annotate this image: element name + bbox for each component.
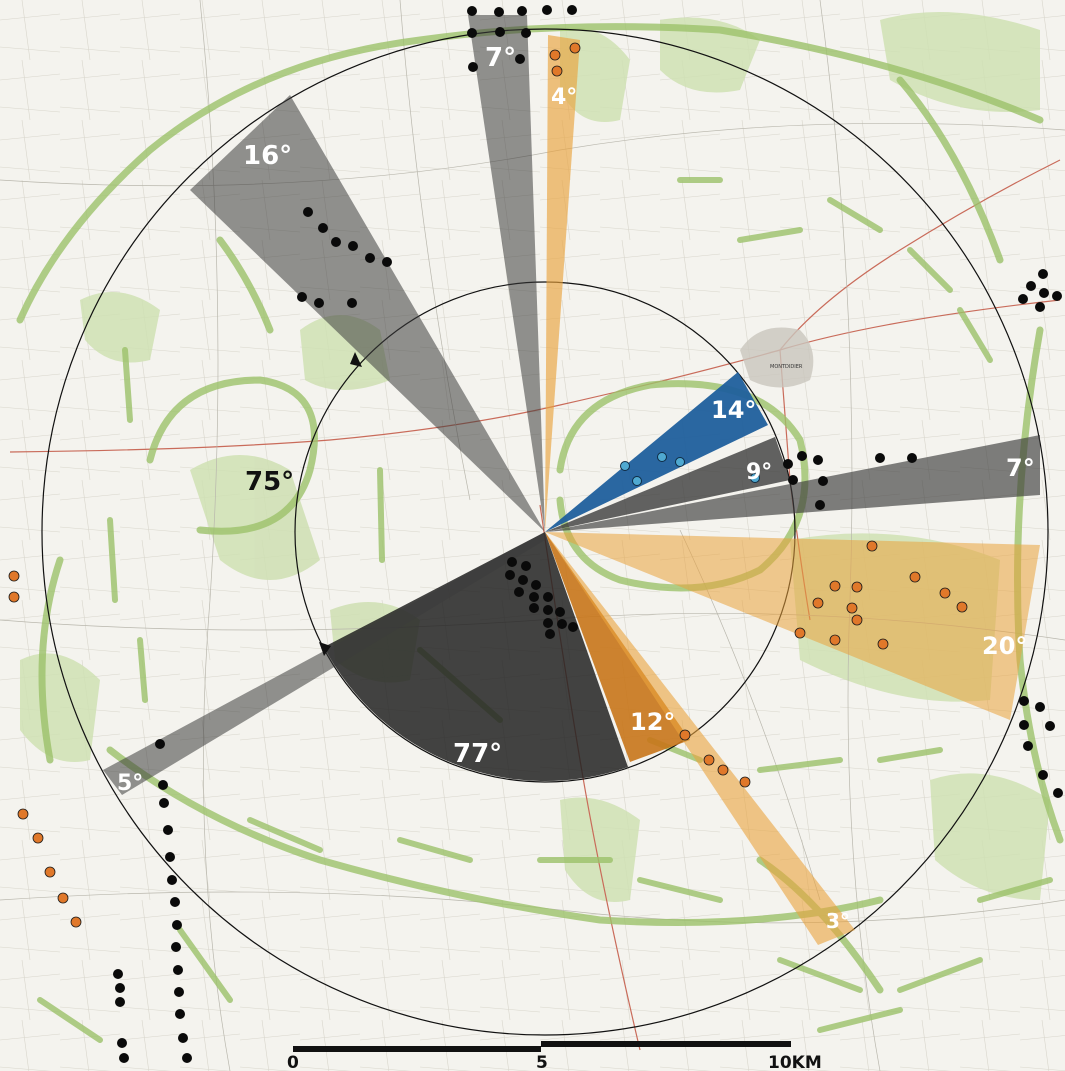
sector-orange-12: [545, 532, 690, 762]
label-angle-75: 75°: [245, 467, 294, 497]
label-blue-14: 14°: [711, 396, 756, 424]
sector-blue-14: [545, 372, 768, 532]
scale-bar-segment-2: [541, 1041, 791, 1047]
black-dots: [113, 5, 1063, 1063]
sector-grey-7-north: [468, 15, 545, 532]
label-grey-7-north: 7°: [485, 43, 516, 73]
town-montdidier: MONTDIDIER: [740, 327, 814, 388]
scale-label-10km: 10KM: [768, 1053, 822, 1071]
scale-bar-segment-1: [293, 1046, 541, 1052]
scale-label-5: 5: [536, 1053, 548, 1071]
label-grey-16: 16°: [243, 141, 292, 171]
sector-grey-16: [190, 95, 545, 532]
label-grey-5: 5°: [117, 771, 143, 796]
sector-orange-3: [545, 532, 855, 945]
sector-grey-5: [103, 532, 545, 795]
orange-dots: [8, 42, 968, 928]
label-grey-7-east: 7°: [1006, 454, 1035, 482]
range-circles: [41, 28, 1049, 1036]
label-orange-4: 4°: [551, 85, 577, 110]
label-grey-9: 9°: [746, 460, 772, 485]
scale-bar: 0 5 10KM: [287, 1041, 822, 1071]
town-label: MONTDIDIER: [770, 364, 803, 370]
sector-labels: 7° 4° 16° 14° 9° 7° 20° 12° 3° 77° 5° 75…: [117, 43, 1035, 933]
outer-range-circle: [41, 28, 1049, 1036]
label-orange-20: 20°: [982, 632, 1027, 660]
inner-range-circle: [294, 281, 796, 783]
sectors: [103, 15, 1040, 945]
label-grey-77: 77°: [453, 739, 502, 769]
label-orange-3: 3°: [826, 909, 850, 933]
angle-arrow-75: [319, 352, 362, 656]
scale-label-0: 0: [287, 1053, 299, 1071]
sector-orange-4-north: [545, 35, 580, 532]
label-orange-12: 12°: [630, 708, 675, 736]
blue-dots: [620, 452, 760, 486]
sector-grey-9: [545, 437, 790, 532]
